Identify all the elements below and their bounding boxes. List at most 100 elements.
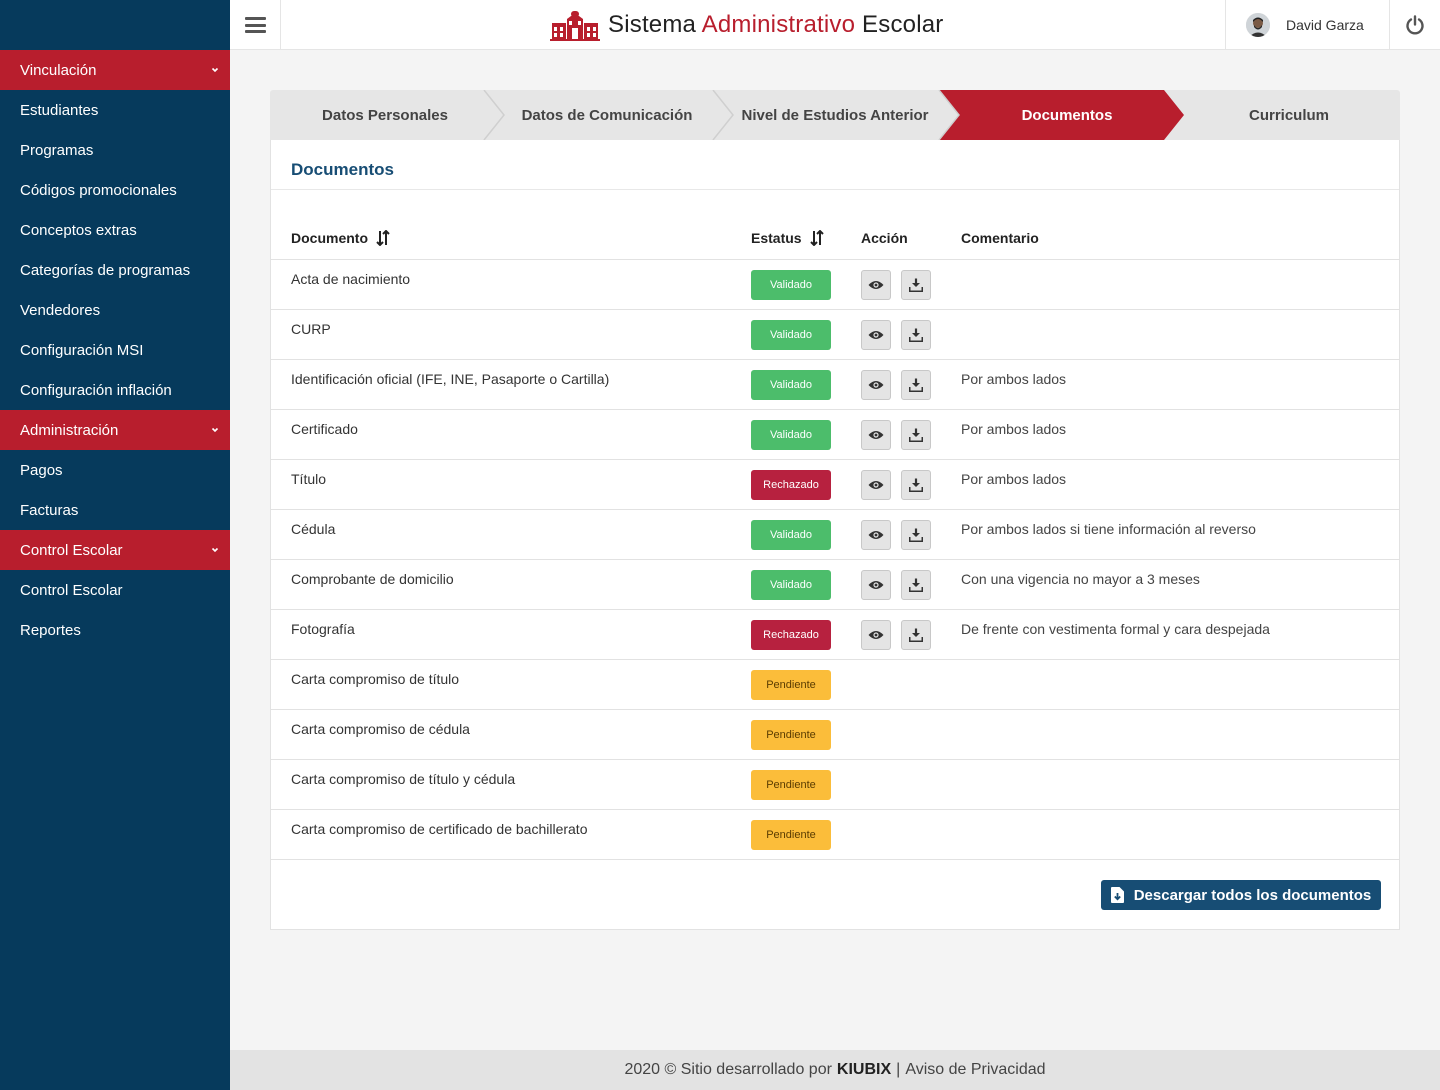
table-row: Título Rechazado Por ambos lados (271, 460, 1399, 510)
footer: 2020 © Sitio desarrollado por KIUBIX | A… (230, 1050, 1440, 1090)
sidebar-item-1[interactable]: Estudiantes (0, 90, 230, 130)
download-document-button[interactable] (901, 270, 931, 300)
user-avatar-icon (1246, 13, 1270, 37)
eye-icon (868, 331, 884, 339)
app-title-area: Sistema Administrativo Escolar (550, 9, 943, 41)
sidebar-item-13[interactable]: Control Escolar (0, 570, 230, 610)
view-document-button[interactable] (861, 270, 891, 300)
status-badge: Pendiente (751, 820, 831, 850)
document-comment: Por ambos lados si tiene información al … (961, 521, 1256, 537)
download-all-button[interactable]: Descargar todos los documentos (1101, 880, 1381, 910)
document-name: Comprobante de domicilio (291, 571, 454, 587)
chevron-down-icon (211, 547, 219, 553)
footer-brand-link[interactable]: KIUBIX (836, 1061, 892, 1078)
download-document-button[interactable] (901, 620, 931, 650)
table-header: Documento Estatus Acción Comentario (271, 220, 1399, 260)
download-document-button[interactable] (901, 570, 931, 600)
document-name: Identificación oficial (IFE, INE, Pasapo… (291, 371, 610, 387)
document-name: CURP (291, 321, 331, 337)
table-row: CURP Validado (271, 310, 1399, 360)
app-title-accent: Administrativo (701, 11, 856, 38)
sidebar-item-8[interactable]: Configuración inflación (0, 370, 230, 410)
sidebar-brand-area (0, 0, 230, 50)
eye-icon (868, 581, 884, 589)
sidebar-item-11[interactable]: Facturas (0, 490, 230, 530)
download-document-button[interactable] (901, 420, 931, 450)
logout-button[interactable] (1390, 0, 1440, 50)
wizard-step-nivel-estudios[interactable]: Nivel de Estudios Anterior (741, 106, 929, 124)
wizard-step-documentos[interactable]: Documentos (1021, 106, 1113, 124)
table-row: Certificado Validado Por ambos lados (271, 410, 1399, 460)
column-header-estatus[interactable]: Estatus (751, 230, 824, 246)
status-badge: Validado (751, 570, 831, 600)
column-header-comentario: Comentario (961, 230, 1039, 246)
sidebar-item-5[interactable]: Categorías de programas (0, 250, 230, 290)
sidebar-item-0[interactable]: Vinculación (0, 50, 230, 90)
view-document-button[interactable] (861, 620, 891, 650)
view-document-button[interactable] (861, 570, 891, 600)
column-label-comentario: Comentario (961, 230, 1039, 246)
status-badge: Validado (751, 320, 831, 350)
sidebar-item-label: Conceptos extras (20, 221, 137, 239)
app-title-part-1: Sistema (608, 11, 697, 38)
table-row: Fotografía Rechazado De frente con vestime… (271, 610, 1399, 660)
column-header-accion: Acción (861, 230, 908, 246)
view-document-button[interactable] (861, 470, 891, 500)
wizard-step-datos-personales[interactable]: Datos Personales (322, 106, 448, 124)
download-document-button[interactable] (901, 320, 931, 350)
download-document-button[interactable] (901, 470, 931, 500)
column-header-documento[interactable]: Documento (291, 230, 390, 246)
download-icon (909, 628, 923, 642)
sidebar-item-4[interactable]: Conceptos extras (0, 210, 230, 250)
status-badge: Validado (751, 370, 831, 400)
download-icon (909, 328, 923, 342)
status-badge: Validado (751, 520, 831, 550)
sidebar-item-label: Configuración MSI (20, 341, 144, 359)
column-label-estatus: Estatus (751, 230, 802, 246)
sidebar-item-2[interactable]: Programas (0, 130, 230, 170)
top-header: Sistema Administrativo Escolar David Gar… (230, 0, 1440, 50)
sidebar-item-label: Administración (20, 421, 119, 439)
wizard-steps: Datos Personales Datos de Comunicación N… (270, 90, 1400, 140)
footer-separator: | (896, 1061, 901, 1078)
app-title: Sistema Administrativo Escolar (608, 11, 943, 39)
sidebar-item-7[interactable]: Configuración MSI (0, 330, 230, 370)
sidebar-item-label: Facturas (20, 501, 79, 519)
sidebar-item-14[interactable]: Reportes (0, 610, 230, 650)
download-document-button[interactable] (901, 520, 931, 550)
document-name: Certificado (291, 421, 358, 437)
user-menu[interactable]: David Garza (1225, 0, 1390, 50)
chevron-down-icon (211, 427, 219, 433)
hamburger-icon (244, 17, 266, 33)
sort-icon (376, 230, 390, 246)
card-divider (271, 189, 1399, 190)
privacy-link[interactable]: Aviso de Privacidad (905, 1061, 1046, 1078)
sidebar-item-label: Control Escolar (20, 581, 123, 599)
footer-text: 2020 © Sitio desarrollado por (624, 1061, 832, 1078)
document-name: Cédula (291, 521, 336, 537)
wizard-step-datos-comunicacion[interactable]: Datos de Comunicación (521, 106, 693, 124)
sidebar-item-6[interactable]: Vendedores (0, 290, 230, 330)
wizard-step-curriculum[interactable]: Curriculum (1248, 106, 1329, 124)
sidebar-item-9[interactable]: Administración (0, 410, 230, 450)
menu-toggle-button[interactable] (230, 0, 281, 50)
table-row: Carta compromiso de título Pendiente (271, 660, 1399, 710)
view-document-button[interactable] (861, 320, 891, 350)
document-comment: De frente con vestimenta formal y cara d… (961, 621, 1270, 637)
table-row: Carta compromiso de título y cédula Pendi… (271, 760, 1399, 810)
status-badge: Pendiente (751, 670, 831, 700)
sidebar-item-3[interactable]: Códigos promocionales (0, 170, 230, 210)
document-name: Carta compromiso de título (291, 671, 460, 687)
sidebar-item-label: Programas (20, 141, 94, 159)
download-document-button[interactable] (901, 370, 931, 400)
power-icon (1406, 15, 1424, 35)
view-document-button[interactable] (861, 370, 891, 400)
download-icon (909, 428, 923, 442)
view-document-button[interactable] (861, 420, 891, 450)
column-label-documento: Documento (291, 230, 368, 246)
sidebar-item-10[interactable]: Pagos (0, 450, 230, 490)
view-document-button[interactable] (861, 520, 891, 550)
school-building-icon (550, 11, 600, 41)
sidebar-item-12[interactable]: Control Escolar (0, 530, 230, 570)
sidebar-item-label: Códigos promocionales (20, 181, 177, 199)
